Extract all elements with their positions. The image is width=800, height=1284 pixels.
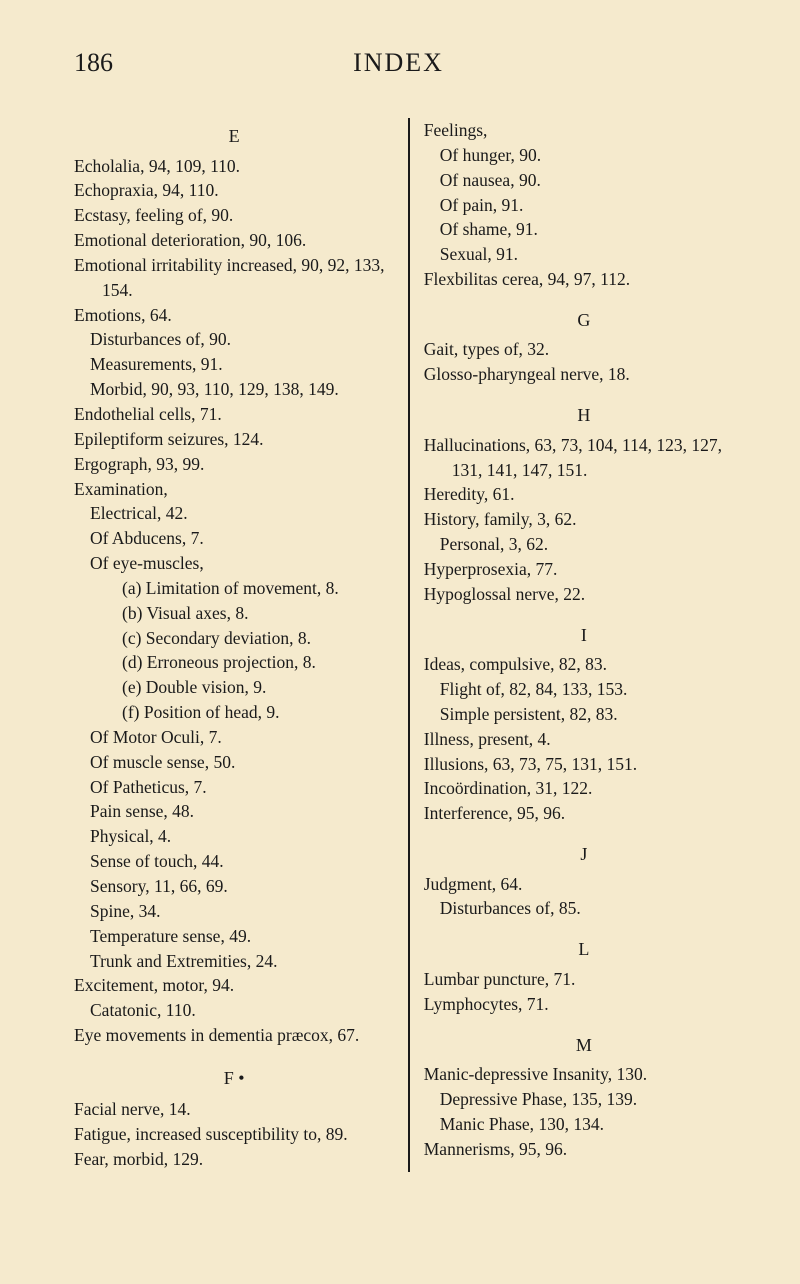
index-entry: Eye movements in dementia præcox, 67. [74,1023,394,1048]
letter-heading-h: H [424,403,744,429]
index-entry: Echopraxia, 94, 110. [74,178,394,203]
page-header: 186 INDEX [74,48,744,78]
index-entry: Disturbances of, 90. [74,327,394,352]
index-entry: Illusions, 63, 73, 75, 131, 151. [424,752,744,777]
index-entry: (c) Secondary deviation, 8. [74,626,394,651]
index-entry: Electrical, 42. [74,501,394,526]
index-entry: Emotions, 64. [74,303,394,328]
index-entry: Fatigue, increased susceptibility to, 89… [74,1122,394,1147]
index-entry: (e) Double vision, 9. [74,675,394,700]
index-entry: (b) Visual axes, 8. [74,601,394,626]
letter-heading-f: F • [74,1066,394,1092]
index-entry: Manic-depressive Insanity, 130. [424,1062,744,1087]
index-entry: Illness, present, 4. [424,727,744,752]
section-m: Manic-depressive Insanity, 130.Depressiv… [424,1062,744,1161]
letter-heading-m: M [424,1033,744,1059]
index-entry: Of pain, 91. [424,193,744,218]
index-entry: Of eye-muscles, [74,551,394,576]
index-entry: Incoördination, 31, 122. [424,776,744,801]
index-entry: Of Patheticus, 7. [74,775,394,800]
index-entry: Pain sense, 48. [74,799,394,824]
index-entry: Hallucinations, 63, 73, 104, 114, 123, 1… [424,433,744,483]
index-entry: Catatonic, 110. [74,998,394,1023]
index-entry: Flexbilitas cerea, 94, 97, 112. [424,267,744,292]
index-entry: Manic Phase, 130, 134. [424,1112,744,1137]
section-i: Ideas, compulsive, 82, 83.Flight of, 82,… [424,652,744,826]
index-entry: Of nausea, 90. [424,168,744,193]
index-entry: Morbid, 90, 93, 110, 129, 138, 149. [74,377,394,402]
index-entry: Sense of touch, 44. [74,849,394,874]
section-feelings: Feelings,Of hunger, 90.Of nausea, 90.Of … [424,118,744,292]
letter-heading-j: J [424,842,744,868]
letter-heading-g: G [424,308,744,334]
index-entry: Epileptiform seizures, 124. [74,427,394,452]
index-entry: Of muscle sense, 50. [74,750,394,775]
index-entry: Temperature sense, 49. [74,924,394,949]
index-entry: Fear, morbid, 129. [74,1147,394,1172]
index-entry: (f) Position of head, 9. [74,700,394,725]
index-entry: Mannerisms, 95, 96. [424,1137,744,1162]
index-entry: Gait, types of, 32. [424,337,744,362]
index-entry: Simple persistent, 82, 83. [424,702,744,727]
index-entry: Sensory, 11, 66, 69. [74,874,394,899]
section-l: Lumbar puncture, 71.Lymphocytes, 71. [424,967,744,1017]
index-entry: Disturbances of, 85. [424,896,744,921]
index-entry: Lumbar puncture, 71. [424,967,744,992]
section-j: Judgment, 64.Disturbances of, 85. [424,872,744,922]
index-entry: Emotional irritability increased, 90, 92… [74,253,394,303]
index-entry: Physical, 4. [74,824,394,849]
index-entry: Depressive Phase, 135, 139. [424,1087,744,1112]
index-entry: Endothelial cells, 71. [74,402,394,427]
letter-heading-l: L [424,937,744,963]
section-g: Gait, types of, 32.Glosso-pharyngeal ner… [424,337,744,387]
index-entry: Of Motor Oculi, 7. [74,725,394,750]
index-entry: Interference, 95, 96. [424,801,744,826]
index-entry: (a) Limitation of movement, 8. [74,576,394,601]
index-entry: History, family, 3, 62. [424,507,744,532]
page-title: INDEX [53,48,744,78]
index-entry: Of Abducens, 7. [74,526,394,551]
section-h: Hallucinations, 63, 73, 104, 114, 123, 1… [424,433,744,607]
index-entry: Facial nerve, 14. [74,1097,394,1122]
index-entry: Ecstasy, feeling of, 90. [74,203,394,228]
index-entry: Glosso-pharyngeal nerve, 18. [424,362,744,387]
index-entry: Examination, [74,477,394,502]
index-entry: Flight of, 82, 84, 133, 153. [424,677,744,702]
section-f: Facial nerve, 14.Fatigue, increased susc… [74,1097,394,1172]
index-entry: Lymphocytes, 71. [424,992,744,1017]
index-entry: Sexual, 91. [424,242,744,267]
index-entry: Personal, 3, 62. [424,532,744,557]
index-entry: Echolalia, 94, 109, 110. [74,154,394,179]
section-e: Echolalia, 94, 109, 110.Echopraxia, 94, … [74,154,394,1048]
index-entry: Hypoglossal nerve, 22. [424,582,744,607]
left-column: E Echolalia, 94, 109, 110.Echopraxia, 94… [74,118,408,1172]
index-entry: Ideas, compulsive, 82, 83. [424,652,744,677]
index-entry: Of hunger, 90. [424,143,744,168]
index-entry: Excitement, motor, 94. [74,973,394,998]
index-entry: (d) Erroneous projection, 8. [74,650,394,675]
index-entry: Trunk and Extremities, 24. [74,949,394,974]
index-entry: Measurements, 91. [74,352,394,377]
right-column: Feelings,Of hunger, 90.Of nausea, 90.Of … [410,118,744,1172]
index-entry: Hyperprosexia, 77. [424,557,744,582]
index-entry: Feelings, [424,118,744,143]
letter-heading-e: E [74,124,394,150]
index-columns: E Echolalia, 94, 109, 110.Echopraxia, 94… [74,118,744,1172]
letter-heading-i: I [424,623,744,649]
index-entry: Heredity, 61. [424,482,744,507]
index-entry: Emotional deterioration, 90, 106. [74,228,394,253]
index-entry: Spine, 34. [74,899,394,924]
index-entry: Ergograph, 93, 99. [74,452,394,477]
index-entry: Judgment, 64. [424,872,744,897]
index-entry: Of shame, 91. [424,217,744,242]
